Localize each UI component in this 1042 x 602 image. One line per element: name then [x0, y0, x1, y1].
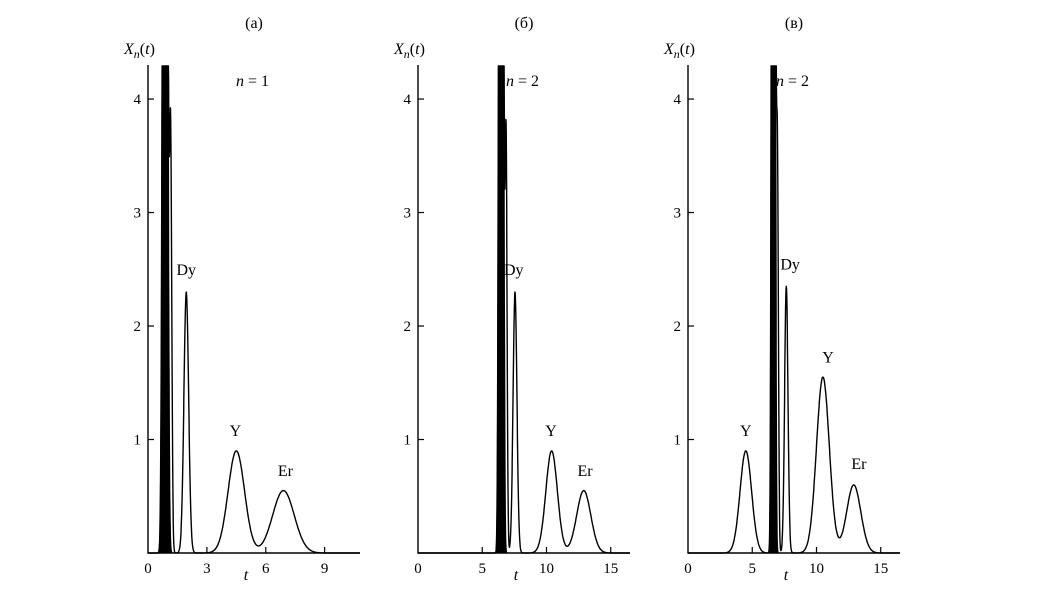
panel-0: 1 2 3 4 0 3 6 9 Dy Y Er: [134, 65, 361, 577]
x-tick-label: 5: [478, 561, 486, 577]
panel-a-title: (а): [245, 15, 263, 32]
y-tick-label: 4: [674, 92, 682, 108]
x-tick-label: 10: [809, 561, 824, 577]
axes: [147, 65, 360, 554]
x-tick-label: 3: [203, 561, 211, 577]
x-tick-label: 0: [414, 561, 422, 577]
panel-b-title: (б): [514, 15, 534, 32]
y-tick-label: 1: [674, 433, 682, 449]
peak-label-Dy: Dy: [176, 262, 196, 279]
x-tick-label: 15: [603, 561, 618, 577]
x-tick-label: 0: [684, 561, 692, 577]
panel-1: 1 2 3 4 0 5 10 15 Dy Y Er: [404, 65, 631, 577]
ylabel-argument: t: [145, 41, 150, 58]
peak-label-Dy: Dy: [504, 262, 524, 279]
x-tick-label: 5: [748, 561, 756, 577]
peak-label-Er: Er: [851, 456, 867, 473]
peak-label-Dy: Dy: [780, 256, 800, 273]
panel-a-ylabel: Xn(t): [124, 41, 155, 62]
panel-a-xlabel: t: [243, 567, 249, 584]
annotation-variable: n: [236, 73, 244, 90]
y-tick-label: 2: [134, 319, 142, 335]
x-tick-label: 9: [321, 561, 329, 577]
y-tick-label: 1: [134, 433, 142, 449]
ylabel-symbol: X: [124, 41, 134, 58]
panel-v-annotation: n = 2: [776, 74, 809, 90]
ylabel-argument: t: [415, 41, 420, 58]
peak-label-Y: Y: [545, 423, 557, 440]
panel-b-ylabel: Xn(t): [394, 41, 425, 62]
annotation-value: = 2: [514, 73, 540, 90]
y-tick-label: 3: [134, 206, 142, 222]
x-tick-label: 0: [144, 561, 152, 577]
ylabel-argument: t: [685, 41, 690, 58]
ylabel-paren-open: (: [409, 41, 416, 58]
panel-b-annotation: n = 2: [506, 74, 539, 90]
elution-curve: [687, 65, 901, 554]
panel-v-xlabel: t: [783, 567, 789, 584]
panel-b-xlabel: t: [513, 567, 519, 584]
ylabel-subscript: n: [673, 47, 680, 62]
annotation-value: = 1: [244, 73, 270, 90]
peak-label-Y: Y: [740, 423, 752, 440]
peak-label-Y: Y: [230, 423, 242, 440]
peak-label-Y: Y: [822, 349, 834, 366]
x-tick-label: 15: [873, 561, 888, 577]
ylabel-paren-open: (: [139, 41, 146, 58]
x-tick-label: 6: [262, 561, 270, 577]
x-tick-label: 10: [539, 561, 554, 577]
axes: [687, 65, 900, 554]
ylabel-subscript: n: [403, 47, 410, 62]
peak-label-Er: Er: [577, 463, 593, 480]
axes: [417, 65, 630, 554]
panel-a-annotation: n = 1: [236, 74, 269, 90]
panel-v-title: (в): [784, 15, 804, 32]
ylabel-paren-close: ): [689, 41, 695, 58]
ylabel-paren-close: ): [419, 41, 425, 58]
y-tick-label: 4: [134, 92, 142, 108]
peak-label-Er: Er: [278, 463, 294, 480]
elution-curve: [147, 65, 361, 554]
y-tick-label: 3: [404, 206, 412, 222]
ylabel-symbol: X: [394, 41, 404, 58]
y-tick-label: 4: [404, 92, 412, 108]
ylabel-subscript: n: [133, 47, 140, 62]
y-tick-label: 1: [404, 433, 412, 449]
elution-curve: [417, 65, 631, 554]
ylabel-paren-open: (: [679, 41, 686, 58]
annotation-variable: n: [776, 73, 784, 90]
y-tick-label: 2: [404, 319, 412, 335]
annotation-value: = 2: [784, 73, 810, 90]
panel-v-ylabel: Xn(t): [664, 41, 695, 62]
annotation-variable: n: [506, 73, 514, 90]
panel-2: 1 2 3 4 0 5 10 15 Y Dy Y Er: [674, 65, 901, 577]
ylabel-paren-close: ): [149, 41, 155, 58]
ylabel-symbol: X: [664, 41, 674, 58]
y-tick-label: 2: [674, 319, 682, 335]
y-tick-label: 3: [674, 206, 682, 222]
